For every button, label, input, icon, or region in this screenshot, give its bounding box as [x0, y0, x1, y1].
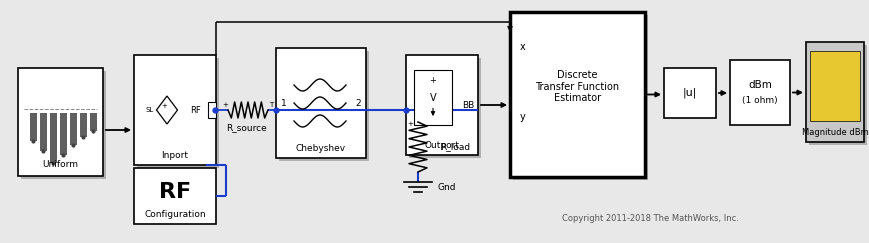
Bar: [809, 51, 859, 121]
Text: RF: RF: [190, 105, 201, 114]
Text: R_source: R_source: [226, 123, 267, 132]
Text: Configuration: Configuration: [144, 209, 206, 218]
Text: R_load: R_load: [440, 142, 469, 151]
Text: y: y: [520, 112, 525, 122]
Text: |u|: |u|: [682, 88, 696, 98]
Text: Copyright 2011-2018 The MathWorks, Inc.: Copyright 2011-2018 The MathWorks, Inc.: [561, 214, 738, 223]
Text: RF: RF: [159, 182, 191, 202]
Text: Chebyshev: Chebyshev: [295, 144, 346, 153]
Text: +: +: [407, 121, 413, 127]
Text: +: +: [429, 76, 436, 85]
Text: BB: BB: [461, 101, 474, 110]
Bar: [90, 113, 96, 131]
Text: Inport: Inport: [162, 150, 189, 159]
Text: 2: 2: [355, 98, 361, 107]
Bar: [136, 58, 219, 168]
Text: Magnitude dBm: Magnitude dBm: [800, 128, 867, 137]
Text: Uniform: Uniform: [43, 159, 78, 168]
Text: 1: 1: [281, 98, 287, 107]
Text: Gnd: Gnd: [437, 182, 456, 191]
Bar: [40, 113, 47, 151]
Bar: [805, 42, 863, 142]
Bar: [208, 102, 216, 118]
Text: Outport: Outport: [424, 140, 459, 149]
Text: Discrete
Transfer Function
Estimator: Discrete Transfer Function Estimator: [534, 70, 619, 103]
Polygon shape: [156, 96, 177, 124]
Bar: [406, 55, 477, 155]
Bar: [808, 45, 866, 145]
Bar: [663, 68, 715, 118]
Bar: [70, 113, 77, 145]
Bar: [275, 48, 366, 158]
Bar: [21, 71, 106, 179]
Bar: [80, 113, 87, 137]
Bar: [729, 60, 789, 125]
Text: +: +: [222, 102, 228, 108]
Text: +: +: [161, 103, 167, 109]
Text: x: x: [520, 42, 525, 52]
Bar: [513, 15, 647, 180]
Bar: [50, 113, 57, 163]
Bar: [134, 55, 216, 165]
Bar: [408, 58, 481, 158]
Text: dBm: dBm: [747, 79, 771, 89]
Bar: [18, 68, 103, 176]
Text: SL: SL: [146, 107, 154, 113]
Text: (1 ohm): (1 ohm): [741, 96, 777, 105]
Bar: [134, 168, 216, 224]
Bar: [414, 70, 452, 125]
Text: T: T: [269, 102, 273, 108]
Bar: [30, 113, 37, 141]
Bar: [279, 51, 368, 161]
Bar: [509, 12, 644, 177]
Bar: [60, 113, 67, 155]
Text: V: V: [429, 93, 436, 103]
